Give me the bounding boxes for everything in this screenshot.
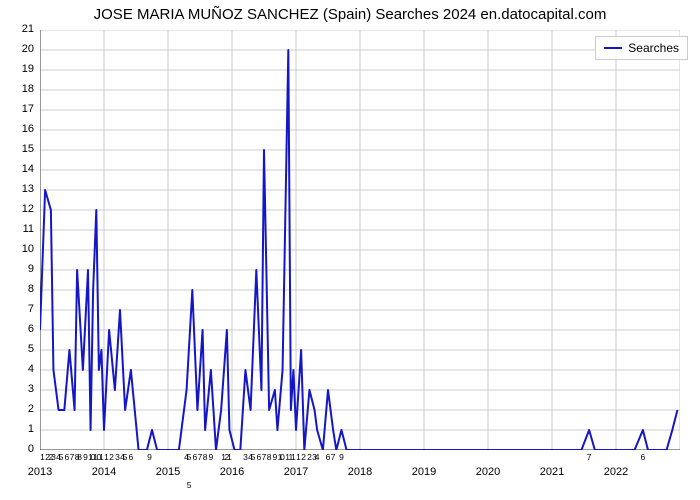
x-minor-label: 8 (267, 452, 272, 462)
x-minor-label: 4 (315, 452, 320, 462)
x-minor-label: 2 (109, 452, 114, 462)
y-tick-label: 8 (4, 283, 34, 295)
chart-title: JOSE MARIA MUÑOZ SANCHEZ (Spain) Searche… (0, 6, 700, 23)
y-tick-label: 14 (4, 163, 34, 175)
y-tick-label: 11 (4, 223, 34, 235)
x-tick-label: 2022 (604, 466, 628, 478)
y-tick-label: 2 (4, 403, 34, 415)
x-minor-label: 6 (257, 452, 262, 462)
x-minor-label: 9 (83, 452, 88, 462)
x-minor-label: 1 (40, 452, 45, 462)
x-minor-label: 7 (587, 452, 592, 462)
x-minor-label: 6 (641, 452, 646, 462)
y-tick-label: 16 (4, 123, 34, 135)
x-minor-label: 6 (129, 452, 134, 462)
x-minor-label: 6 (65, 452, 70, 462)
y-tick-label: 3 (4, 383, 34, 395)
y-tick-label: 10 (4, 243, 34, 255)
x-minor-label: 9 (339, 452, 344, 462)
legend-swatch (604, 47, 622, 49)
x-minor-label: 3 (243, 452, 248, 462)
x-tick-label: 2021 (540, 466, 564, 478)
y-tick-label: 18 (4, 83, 34, 95)
y-tick-label: 19 (4, 63, 34, 75)
x-minor-label: 5 (59, 452, 64, 462)
x-minor-label: 5 (187, 452, 192, 462)
y-tick-label: 20 (4, 43, 34, 55)
x-minor-label: 6 (326, 452, 331, 462)
x-tick-label: 2013 (28, 466, 52, 478)
x-minor-label: 5 (187, 480, 192, 490)
y-tick-label: 21 (4, 23, 34, 35)
x-minor-label: 2 (301, 452, 306, 462)
x-tick-label: 2018 (348, 466, 372, 478)
x-minor-label: 6 (193, 452, 198, 462)
x-minor-label: 7 (331, 452, 336, 462)
legend: Searches (595, 36, 688, 60)
y-tick-label: 15 (4, 143, 34, 155)
x-minor-label: 1 (291, 452, 296, 462)
x-minor-label: 8 (77, 452, 82, 462)
y-tick-label: 7 (4, 303, 34, 315)
y-tick-label: 6 (4, 323, 34, 335)
x-tick-label: 2014 (92, 466, 116, 478)
plot-area (40, 30, 680, 450)
x-minor-label: 7 (198, 452, 203, 462)
x-minor-label: 2 (307, 452, 312, 462)
y-tick-label: 1 (4, 423, 34, 435)
x-minor-label: 1 (99, 452, 104, 462)
legend-label: Searches (628, 41, 679, 55)
y-tick-label: 0 (4, 443, 34, 455)
y-tick-label: 17 (4, 103, 34, 115)
y-tick-label: 12 (4, 203, 34, 215)
x-minor-label: 7 (70, 452, 75, 462)
x-minor-label: 9 (209, 452, 214, 462)
x-minor-label: 5 (123, 452, 128, 462)
x-tick-label: 2016 (220, 466, 244, 478)
chart-svg (40, 30, 680, 450)
y-tick-label: 4 (4, 363, 34, 375)
x-minor-label: 8 (203, 452, 208, 462)
x-minor-label: 9 (147, 452, 152, 462)
x-minor-label: 0 (280, 452, 285, 462)
x-minor-label: 3 (51, 452, 56, 462)
x-minor-label: 1 (227, 452, 232, 462)
x-minor-label: 3 (115, 452, 120, 462)
x-tick-label: 2017 (284, 466, 308, 478)
x-tick-label: 2019 (412, 466, 436, 478)
x-minor-label: 1 (104, 452, 109, 462)
y-tick-label: 5 (4, 343, 34, 355)
x-minor-label: 5 (251, 452, 256, 462)
y-tick-label: 13 (4, 183, 34, 195)
x-minor-label: 9 (273, 452, 278, 462)
x-minor-label: 7 (262, 452, 267, 462)
x-tick-label: 2020 (476, 466, 500, 478)
x-tick-label: 2015 (156, 466, 180, 478)
y-tick-label: 9 (4, 263, 34, 275)
chart-container: JOSE MARIA MUÑOZ SANCHEZ (Spain) Searche… (0, 0, 700, 500)
x-minor-label: 1 (296, 452, 301, 462)
